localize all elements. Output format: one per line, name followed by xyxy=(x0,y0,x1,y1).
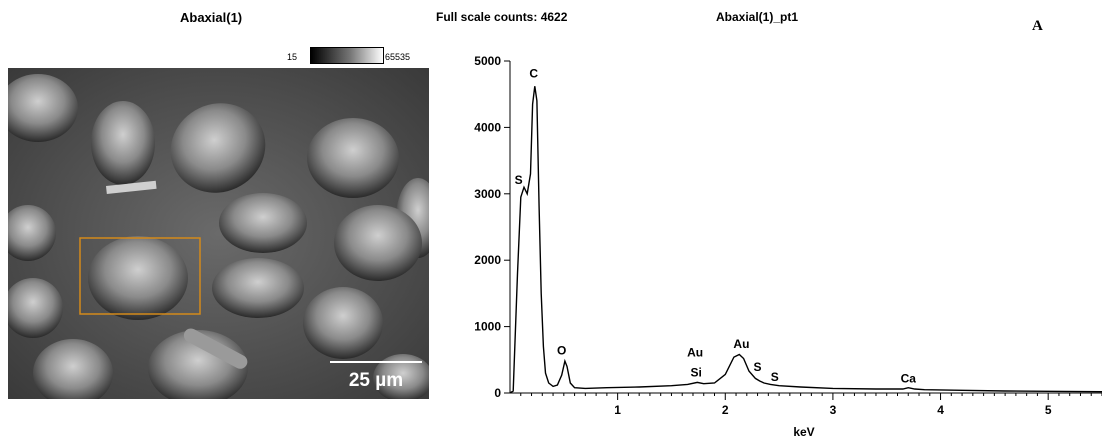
y-tick-label: 1000 xyxy=(474,320,501,334)
x-tick-label: 3 xyxy=(830,403,837,417)
colorbar-min-label: 15 xyxy=(287,52,298,62)
colorbar-max-label: 65535 xyxy=(385,52,411,62)
x-axis-label: keV xyxy=(793,425,814,439)
y-tick-label: 5000 xyxy=(474,54,501,68)
cell-blobs xyxy=(8,74,429,399)
y-tick-label: 2000 xyxy=(474,253,501,267)
scale-bar-label: 25 µm xyxy=(349,370,403,391)
panel-letter: A xyxy=(1032,18,1043,34)
x-tick-label: 2 xyxy=(722,403,729,417)
x-tick-label: 5 xyxy=(1045,403,1052,417)
peak-label: Si xyxy=(691,365,702,379)
peak-label: Ca xyxy=(901,371,917,385)
x-tick-label: 1 xyxy=(614,403,621,417)
peak-label: S xyxy=(515,173,523,187)
y-tick-label: 4000 xyxy=(474,120,501,134)
y-tick-label: 3000 xyxy=(474,187,501,201)
sem-image-drawing: 25 µm xyxy=(8,68,429,399)
sem-micrograph: 25 µm xyxy=(8,68,429,399)
full-scale-counts: Full scale counts: 4622 xyxy=(436,10,568,24)
peak-label: Au xyxy=(733,337,749,351)
grayscale-colorbar xyxy=(310,47,384,64)
spectrum-title: Abaxial(1)_pt1 xyxy=(716,10,799,24)
peak-label: S xyxy=(754,360,762,374)
x-axis: 1 2 3 4 5 xyxy=(510,392,1102,417)
peak-label: C xyxy=(529,67,538,81)
image-title: Abaxial(1) xyxy=(180,10,243,25)
y-axis: 0 1000 2000 3000 4000 5000 xyxy=(474,54,511,400)
analysis-region-box xyxy=(79,237,201,315)
peak-label: Au xyxy=(687,345,703,359)
y-tick-label: 0 xyxy=(494,386,501,400)
peak-label: S xyxy=(771,370,779,384)
peak-label: O xyxy=(557,343,566,357)
spectrum-line xyxy=(509,86,1102,394)
x-tick-label: 4 xyxy=(937,403,944,417)
